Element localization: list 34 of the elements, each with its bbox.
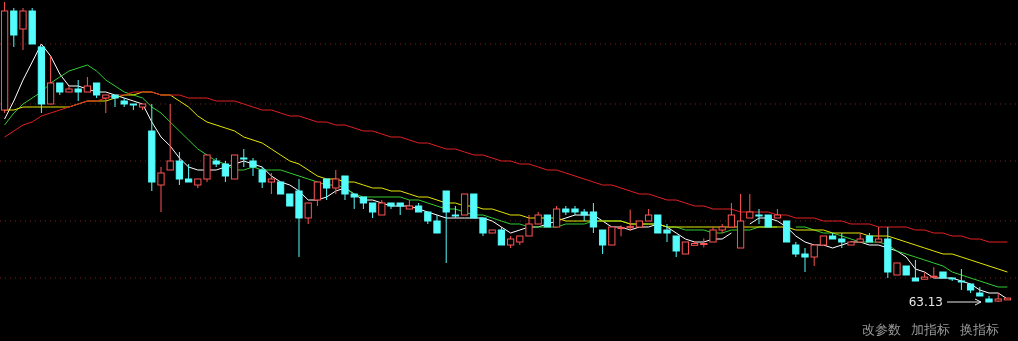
candlestick [157, 166, 165, 213]
candlestick [258, 166, 266, 189]
candlestick [322, 178, 331, 201]
candlestick [727, 202, 736, 228]
candlestick [221, 160, 230, 183]
candlestick [46, 55, 55, 105]
candlestick [911, 259, 920, 282]
annotation: 63.13 [908, 294, 943, 309]
candlestick [313, 181, 322, 207]
candlestick [175, 151, 184, 186]
candlestick [552, 205, 561, 228]
candlestick [442, 190, 450, 264]
candlestick [332, 169, 340, 195]
candlestick [111, 94, 119, 108]
candlestick [460, 193, 469, 216]
candlestick [166, 103, 174, 171]
candlestick [930, 266, 938, 278]
candlestick [672, 235, 680, 258]
candlestick [230, 154, 239, 180]
candlestick [598, 229, 607, 255]
candlestick [957, 268, 966, 291]
candlestick [810, 244, 818, 267]
candlestick [267, 172, 276, 195]
text: 加指标 [911, 322, 950, 337]
candlestick [746, 193, 754, 219]
candlestick [19, 7, 27, 51]
candlestick [74, 79, 82, 102]
candlestick [782, 220, 791, 243]
candlestick [10, 7, 18, 48]
candlestick [304, 202, 312, 225]
text: 改参数 [862, 322, 901, 337]
candlestick [589, 202, 598, 234]
text: 换指标 [960, 322, 999, 337]
candlestick [249, 157, 257, 177]
